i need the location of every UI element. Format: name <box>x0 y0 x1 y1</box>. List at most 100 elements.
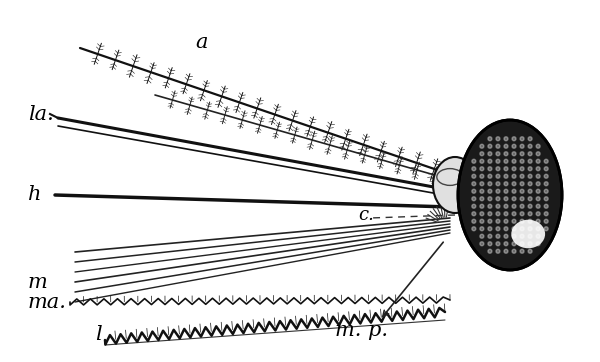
Circle shape <box>528 212 532 216</box>
Circle shape <box>504 204 508 208</box>
Circle shape <box>528 249 532 253</box>
Circle shape <box>512 219 516 223</box>
Circle shape <box>504 227 508 231</box>
Circle shape <box>504 159 508 163</box>
Text: h: h <box>28 185 41 205</box>
Circle shape <box>496 227 500 231</box>
Circle shape <box>496 144 500 148</box>
Circle shape <box>520 167 524 171</box>
Circle shape <box>528 159 532 163</box>
Circle shape <box>488 212 492 216</box>
Text: l: l <box>95 325 101 345</box>
Circle shape <box>496 234 500 238</box>
Circle shape <box>488 197 492 201</box>
Circle shape <box>480 167 484 171</box>
Circle shape <box>512 189 516 193</box>
Circle shape <box>488 242 492 246</box>
Circle shape <box>496 197 500 201</box>
Circle shape <box>496 219 500 223</box>
Circle shape <box>496 182 500 186</box>
Circle shape <box>528 197 532 201</box>
Circle shape <box>480 189 484 193</box>
Circle shape <box>496 174 500 178</box>
Circle shape <box>504 144 508 148</box>
Circle shape <box>504 234 508 238</box>
Circle shape <box>536 234 540 238</box>
Circle shape <box>504 212 508 216</box>
Circle shape <box>528 242 532 246</box>
Circle shape <box>544 227 548 231</box>
Circle shape <box>504 249 508 253</box>
Circle shape <box>536 182 540 186</box>
Circle shape <box>520 197 524 201</box>
Circle shape <box>512 167 516 171</box>
Circle shape <box>528 144 532 148</box>
Text: m. p.: m. p. <box>335 320 388 340</box>
Circle shape <box>496 204 500 208</box>
Circle shape <box>504 174 508 178</box>
Circle shape <box>544 174 548 178</box>
Circle shape <box>512 242 516 246</box>
Circle shape <box>536 189 540 193</box>
Ellipse shape <box>511 220 545 248</box>
Circle shape <box>480 227 484 231</box>
Circle shape <box>536 167 540 171</box>
Circle shape <box>488 174 492 178</box>
Circle shape <box>536 204 540 208</box>
Circle shape <box>520 212 524 216</box>
Circle shape <box>512 174 516 178</box>
Circle shape <box>488 137 492 141</box>
Circle shape <box>512 182 516 186</box>
Circle shape <box>520 204 524 208</box>
Circle shape <box>472 212 476 216</box>
Circle shape <box>488 189 492 193</box>
Circle shape <box>520 242 524 246</box>
Circle shape <box>528 219 532 223</box>
Circle shape <box>472 159 476 163</box>
Circle shape <box>480 159 484 163</box>
Circle shape <box>504 167 508 171</box>
Circle shape <box>488 144 492 148</box>
Circle shape <box>488 227 492 231</box>
Circle shape <box>504 197 508 201</box>
Circle shape <box>528 189 532 193</box>
Text: c.: c. <box>358 206 374 224</box>
Circle shape <box>528 227 532 231</box>
Circle shape <box>536 219 540 223</box>
Circle shape <box>480 182 484 186</box>
Circle shape <box>544 167 548 171</box>
Circle shape <box>488 152 492 156</box>
Circle shape <box>544 159 548 163</box>
Circle shape <box>512 227 516 231</box>
Text: a: a <box>195 33 208 51</box>
Circle shape <box>544 197 548 201</box>
Circle shape <box>520 159 524 163</box>
Circle shape <box>480 212 484 216</box>
Circle shape <box>520 152 524 156</box>
Circle shape <box>520 182 524 186</box>
Circle shape <box>504 219 508 223</box>
Circle shape <box>480 144 484 148</box>
Circle shape <box>520 174 524 178</box>
Circle shape <box>544 189 548 193</box>
Circle shape <box>528 204 532 208</box>
Circle shape <box>520 219 524 223</box>
Circle shape <box>512 159 516 163</box>
Circle shape <box>504 242 508 246</box>
Circle shape <box>512 197 516 201</box>
Circle shape <box>544 204 548 208</box>
Circle shape <box>488 204 492 208</box>
Text: la.: la. <box>28 105 54 125</box>
Circle shape <box>544 212 548 216</box>
Circle shape <box>472 167 476 171</box>
Circle shape <box>536 174 540 178</box>
Circle shape <box>488 159 492 163</box>
Circle shape <box>528 234 532 238</box>
Circle shape <box>496 137 500 141</box>
Circle shape <box>528 152 532 156</box>
Circle shape <box>480 197 484 201</box>
Circle shape <box>496 152 500 156</box>
Circle shape <box>512 144 516 148</box>
Circle shape <box>544 182 548 186</box>
Circle shape <box>496 189 500 193</box>
